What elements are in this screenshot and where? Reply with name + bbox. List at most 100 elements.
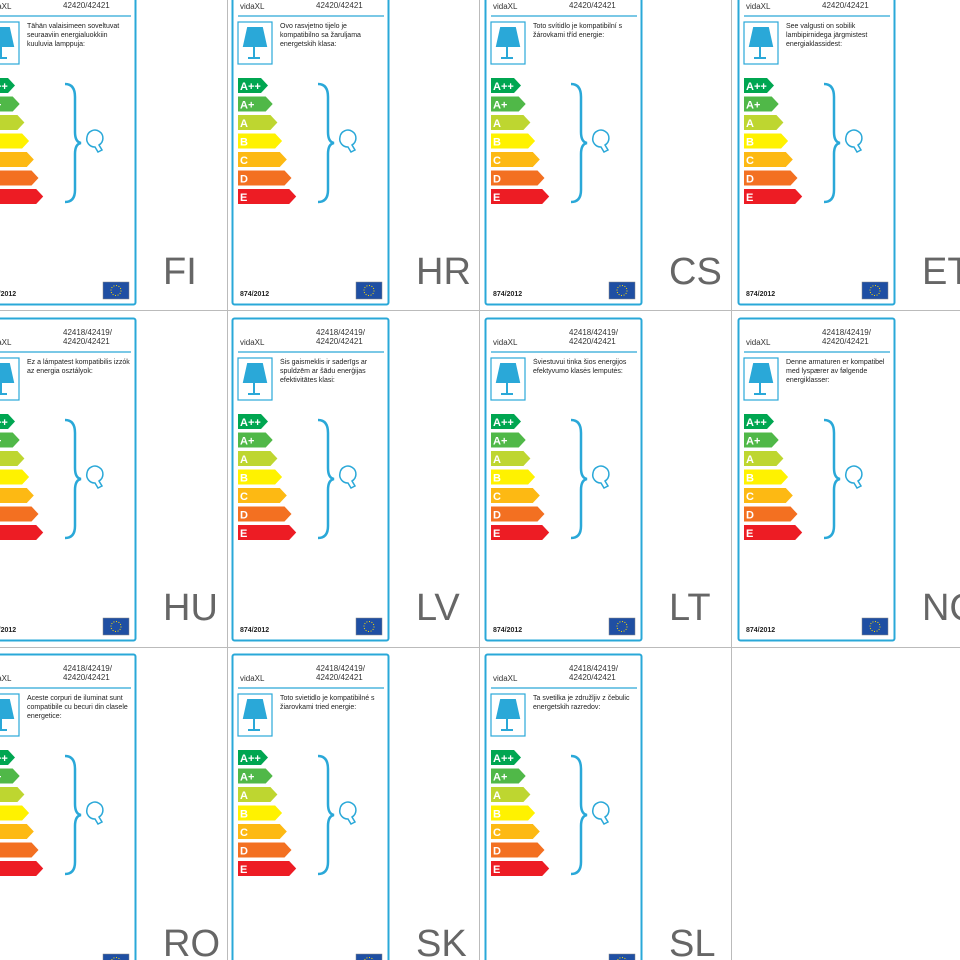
- language-code: HR: [416, 251, 471, 293]
- model-number: 42420/42421: [569, 337, 616, 346]
- energy-class-arrow: [238, 432, 273, 448]
- model-number: 42420/42421: [316, 337, 363, 346]
- energy-class: A+: [746, 100, 760, 112]
- energy-class: A+: [493, 436, 507, 448]
- energy-class: D: [493, 846, 501, 858]
- eu-stars: [869, 621, 881, 632]
- energy-class-arrow: [0, 189, 44, 204]
- energy-class-arrow: [238, 451, 278, 466]
- energy-class-arrow: [491, 78, 521, 93]
- description-text: Toto svítidlo je kompatibilní s žárovkam…: [533, 23, 623, 39]
- energy-class: A++: [240, 417, 261, 429]
- eu-stars: [363, 621, 375, 632]
- energy-class-arrow: [238, 787, 278, 802]
- energy-class-arrow: [238, 170, 292, 186]
- lamp-icon-frame: [237, 357, 273, 401]
- bulb-icon: [86, 465, 104, 489]
- brace: [64, 418, 82, 540]
- lamp-icon-frame: [743, 357, 779, 401]
- regulation: 874/2012: [240, 291, 269, 298]
- energy-class: E: [240, 864, 247, 876]
- energy-class: E: [493, 528, 500, 540]
- model-number: 42418/42419/: [569, 328, 619, 337]
- description-text: Šviestuvui tinka šios energijos efektyvu…: [533, 359, 627, 375]
- model-number: 42420/42421: [316, 673, 363, 682]
- regulation: 874/2012: [746, 291, 775, 298]
- brand: vidaXL: [493, 338, 518, 347]
- energy-class-arrow: [0, 414, 15, 429]
- energy-label: vidaXL 42418/42419/42420/42421 Toto svítid…: [484, 0, 722, 306]
- energy-class: A: [493, 118, 501, 130]
- model-number: 42418/42419/: [822, 328, 872, 337]
- energy-class-arrow: [744, 451, 784, 466]
- energy-label: vidaXL 42418/42419/42420/42421 Ovo rasvjet…: [231, 0, 471, 306]
- energy-class: C: [746, 155, 754, 167]
- eu-stars: [869, 285, 881, 296]
- energy-class-arrow: [491, 750, 521, 765]
- description: Toto svietidlo je kompatibilné s žiarovk…: [280, 695, 375, 711]
- energy-class-arrow: [491, 414, 521, 429]
- brace: [823, 82, 841, 204]
- energy-class: A++: [240, 81, 261, 93]
- description-text: Šis gaismeklis ir saderīgs ar spuldzēm a…: [280, 359, 368, 384]
- energy-class-arrow: [0, 488, 34, 503]
- energy-class-arrow: [238, 96, 273, 112]
- energy-class: A: [746, 454, 754, 466]
- brace: [823, 418, 841, 540]
- energy-class: B: [240, 473, 248, 485]
- lamp-icon: [748, 27, 774, 59]
- bulb-icon: [339, 129, 357, 153]
- energy-class: E: [493, 864, 500, 876]
- energy-class: B: [746, 473, 754, 485]
- energy-class: B: [746, 137, 754, 149]
- eu-flag: [355, 617, 383, 636]
- energy-class: D: [746, 174, 754, 186]
- lamp-icon-frame: [490, 357, 526, 401]
- brand: vidaXL: [746, 2, 771, 11]
- model-number: 42420/42421: [63, 1, 110, 10]
- brace: [570, 418, 588, 540]
- description-text: Ovo rasvjetno tijelo je kompatibilno sa …: [280, 23, 361, 48]
- language-code: RO: [163, 923, 220, 960]
- energy-class-arrow: [238, 861, 297, 876]
- energy-class: C: [493, 491, 501, 503]
- energy-class-arrow: [491, 506, 545, 522]
- model-number: 42420/42421: [822, 1, 869, 10]
- model-number: 42420/42421: [569, 1, 616, 10]
- description: Denne armaturen er kompatibel med lyspær…: [786, 359, 885, 384]
- energy-class-arrow: [238, 414, 268, 429]
- energy-class-arrow: [491, 133, 536, 149]
- energy-class-arrow: [491, 488, 540, 503]
- description-text: Aceste corpuri de iluminat sunt compatib…: [27, 695, 128, 720]
- energy-class-arrow: [491, 451, 531, 466]
- label-frame: [484, 0, 643, 306]
- energy-class-arrow: [744, 78, 774, 93]
- lamp-icon-frame: [0, 21, 20, 65]
- energy-class: B: [493, 473, 501, 485]
- brace: [570, 754, 588, 876]
- energy-class: D: [493, 174, 501, 186]
- energy-class: A+: [0, 772, 1, 784]
- lamp-icon: [242, 27, 268, 59]
- lamp-icon: [495, 699, 521, 731]
- description: Toto svítidlo je kompatibilní s žárovkam…: [533, 23, 623, 39]
- description-text: See valgusti on sobilik lambipirnidega j…: [786, 23, 868, 48]
- description: Aceste corpuri de iluminat sunt compatib…: [27, 695, 128, 720]
- energy-class: A++: [240, 753, 261, 765]
- description-text: Denne armaturen er kompatibel med lyspær…: [786, 359, 885, 384]
- description: Tähän valaisimeen soveltuvat seuraaviin …: [27, 23, 119, 48]
- energy-class-arrow: [744, 469, 789, 485]
- bulb-icon: [845, 465, 863, 489]
- label-frame: [231, 0, 390, 306]
- energy-label: vidaXL 42418/42419/42420/42421 Ez a lámpat…: [0, 317, 218, 642]
- energy-class: A++: [493, 417, 514, 429]
- bulb-icon: [86, 801, 104, 825]
- bulb-icon: [339, 465, 357, 489]
- language-code: ET: [922, 251, 960, 293]
- language-code: HU: [163, 587, 218, 629]
- energy-label: vidaXL 42418/42419/42420/42421 Šviestuvui …: [484, 317, 711, 642]
- bulb-icon: [592, 129, 610, 153]
- energy-label: vidaXL 42418/42419/42420/42421 Aceste corp…: [0, 653, 220, 960]
- eu-stars: [110, 285, 122, 296]
